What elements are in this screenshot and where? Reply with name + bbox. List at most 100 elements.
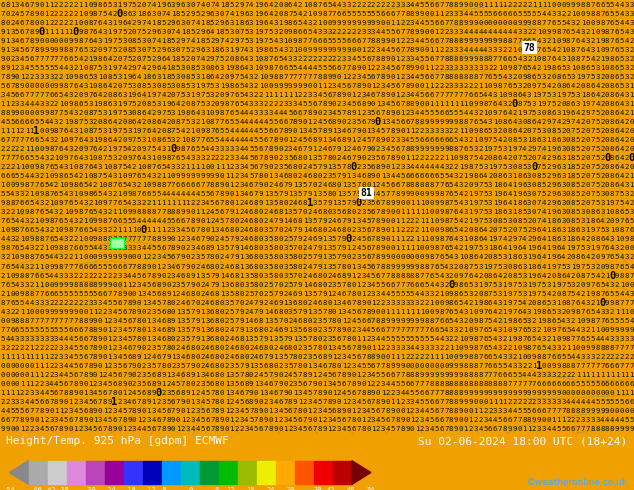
Text: 6: 6 bbox=[449, 227, 453, 233]
Text: 7: 7 bbox=[254, 300, 258, 306]
Text: 3: 3 bbox=[59, 254, 63, 261]
Text: 0: 0 bbox=[298, 47, 302, 53]
Text: 0: 0 bbox=[600, 47, 604, 53]
Text: 9: 9 bbox=[220, 182, 224, 188]
Text: 6: 6 bbox=[259, 354, 263, 360]
Text: 8: 8 bbox=[537, 354, 541, 360]
Text: 0: 0 bbox=[313, 417, 317, 423]
Text: 5: 5 bbox=[361, 363, 366, 369]
Text: 1: 1 bbox=[463, 236, 468, 243]
Text: 0: 0 bbox=[264, 327, 268, 333]
Text: 4: 4 bbox=[420, 408, 424, 414]
Text: 2: 2 bbox=[10, 209, 15, 215]
Text: 2: 2 bbox=[556, 101, 560, 107]
Text: 3: 3 bbox=[376, 291, 380, 296]
Text: 4: 4 bbox=[434, 164, 439, 170]
Text: 8: 8 bbox=[561, 363, 566, 369]
Text: 5: 5 bbox=[127, 336, 131, 342]
Text: 3: 3 bbox=[561, 182, 566, 188]
Text: 3: 3 bbox=[181, 336, 185, 342]
Text: 6: 6 bbox=[210, 191, 214, 197]
Text: 2: 2 bbox=[449, 128, 453, 134]
Text: 4: 4 bbox=[268, 209, 273, 215]
Text: 7: 7 bbox=[517, 38, 522, 44]
Text: 4: 4 bbox=[249, 309, 254, 315]
Text: 5: 5 bbox=[302, 336, 307, 342]
Text: 0: 0 bbox=[469, 1, 473, 7]
Text: 1: 1 bbox=[561, 110, 566, 116]
Text: 7: 7 bbox=[186, 38, 190, 44]
Text: 4: 4 bbox=[0, 408, 4, 414]
Text: 8: 8 bbox=[152, 209, 156, 215]
Text: 0: 0 bbox=[230, 191, 234, 197]
Text: 5: 5 bbox=[517, 137, 522, 143]
Text: 1: 1 bbox=[88, 83, 93, 89]
Text: 2: 2 bbox=[522, 363, 526, 369]
Text: 9: 9 bbox=[200, 173, 205, 179]
Text: 6: 6 bbox=[449, 309, 453, 315]
Text: 4: 4 bbox=[439, 336, 444, 342]
Text: 4: 4 bbox=[478, 47, 482, 53]
Text: 3: 3 bbox=[59, 345, 63, 351]
Text: 3: 3 bbox=[585, 354, 590, 360]
Text: 4: 4 bbox=[171, 264, 176, 270]
Text: 1: 1 bbox=[400, 245, 404, 251]
Text: 0: 0 bbox=[98, 363, 102, 369]
Text: 6: 6 bbox=[302, 28, 307, 35]
Text: 3: 3 bbox=[488, 219, 493, 224]
Text: 7: 7 bbox=[39, 56, 44, 62]
Text: 7: 7 bbox=[385, 327, 390, 333]
Text: 8: 8 bbox=[385, 363, 390, 369]
Text: 8: 8 bbox=[78, 318, 82, 324]
Text: 4: 4 bbox=[595, 272, 600, 278]
Text: 8: 8 bbox=[146, 209, 151, 215]
Text: 3: 3 bbox=[503, 254, 507, 261]
Text: 3: 3 bbox=[264, 390, 268, 396]
Text: 0: 0 bbox=[103, 182, 107, 188]
Text: 1: 1 bbox=[391, 399, 395, 405]
Text: 4: 4 bbox=[59, 65, 63, 71]
Text: 9: 9 bbox=[78, 381, 82, 387]
Text: 3: 3 bbox=[439, 282, 444, 288]
Text: 2: 2 bbox=[146, 65, 151, 71]
Text: 4: 4 bbox=[483, 119, 488, 125]
Text: 5: 5 bbox=[249, 173, 254, 179]
Text: 1: 1 bbox=[615, 309, 619, 315]
Text: 9: 9 bbox=[25, 209, 29, 215]
Text: 0: 0 bbox=[141, 1, 146, 7]
Text: 1: 1 bbox=[395, 236, 399, 243]
Text: 4: 4 bbox=[361, 327, 366, 333]
Text: 9: 9 bbox=[458, 354, 463, 360]
Text: 3: 3 bbox=[176, 363, 180, 369]
Text: 3: 3 bbox=[595, 417, 600, 423]
Text: 4: 4 bbox=[20, 219, 24, 224]
Text: 4: 4 bbox=[137, 426, 141, 432]
Text: 9: 9 bbox=[152, 390, 156, 396]
Text: 2: 2 bbox=[78, 272, 82, 278]
Text: 7: 7 bbox=[327, 363, 332, 369]
Text: 8: 8 bbox=[157, 282, 160, 288]
Text: 5: 5 bbox=[595, 182, 600, 188]
Text: 1: 1 bbox=[576, 372, 580, 378]
Text: 5: 5 bbox=[405, 336, 410, 342]
Text: 9: 9 bbox=[391, 264, 395, 270]
Text: 1: 1 bbox=[395, 92, 399, 98]
Text: 1: 1 bbox=[469, 209, 473, 215]
Text: 9: 9 bbox=[552, 146, 556, 152]
Text: 5: 5 bbox=[522, 219, 526, 224]
Text: 8: 8 bbox=[268, 65, 273, 71]
Text: 5: 5 bbox=[230, 300, 234, 306]
Text: 6: 6 bbox=[235, 101, 239, 107]
Text: 4: 4 bbox=[420, 110, 424, 116]
Text: 2: 2 bbox=[458, 173, 463, 179]
Text: 3: 3 bbox=[117, 74, 122, 80]
Text: 0: 0 bbox=[585, 200, 590, 206]
Text: 5: 5 bbox=[385, 182, 390, 188]
Text: 7: 7 bbox=[268, 56, 273, 62]
Text: 1: 1 bbox=[268, 92, 273, 98]
Text: 6: 6 bbox=[537, 345, 541, 351]
Text: 3: 3 bbox=[458, 65, 463, 71]
Text: 7: 7 bbox=[600, 291, 604, 296]
Text: 6: 6 bbox=[249, 219, 254, 224]
Text: 4: 4 bbox=[78, 200, 82, 206]
